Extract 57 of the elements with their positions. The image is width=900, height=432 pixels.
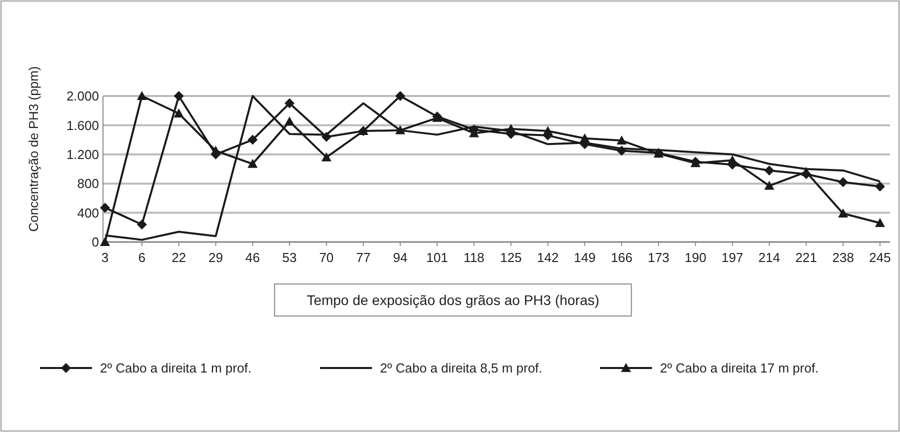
x-tick-label: 214 [758, 250, 780, 265]
legend-label: 2º Cabo a direita 8,5 m prof. [380, 360, 542, 376]
x-tick-label: 3 [101, 250, 109, 265]
x-tick-label: 118 [464, 250, 484, 265]
point [838, 177, 848, 188]
x-axis-title: Tempo de exposição dos grãos ao PH3 (horas) [306, 292, 600, 308]
point [210, 146, 221, 155]
point [395, 91, 406, 101]
point [506, 124, 516, 133]
x-tick-label: 149 [574, 250, 596, 265]
point [100, 237, 110, 246]
x-tick-label: 101 [426, 250, 448, 265]
point [248, 134, 258, 145]
x-tick-label: 197 [722, 250, 744, 265]
x-tick-label: 173 [648, 250, 670, 265]
legend-label: 2º Cabo a direita 1 m prof. [100, 360, 252, 376]
y-tick-label: 1.600 [66, 118, 99, 133]
point [136, 91, 147, 100]
point [764, 180, 774, 190]
x-tick-label: 29 [208, 250, 223, 265]
point [875, 218, 885, 228]
y-tick-label: 2.000 [66, 88, 99, 104]
point [580, 133, 590, 142]
x-tick-label: 46 [245, 250, 260, 265]
x-tick-label: 53 [282, 250, 297, 265]
y-tick-label: 400 [77, 205, 99, 220]
x-tick-label: 245 [869, 250, 891, 265]
point [284, 116, 295, 126]
point [616, 136, 627, 145]
y-tick-label: 1.200 [66, 146, 99, 162]
point [875, 182, 885, 192]
point [136, 219, 147, 230]
point [321, 152, 332, 162]
x-tick-label: 238 [832, 250, 854, 265]
x-tick-label: 142 [537, 250, 559, 265]
y-tick-label: 800 [77, 176, 99, 192]
point [542, 126, 553, 136]
legend-label: 2º Cabo a direita 17 m prof. [660, 360, 819, 376]
point [727, 155, 738, 164]
y-axis-title: Concentração de PH3 (ppm) [26, 66, 41, 232]
x-tick-label: 77 [356, 250, 371, 265]
x-tick-label: 221 [795, 250, 818, 265]
x-tick-label: 190 [684, 250, 706, 265]
point [764, 165, 774, 176]
point [248, 158, 258, 168]
point [100, 202, 110, 213]
x-tick-label: 125 [500, 250, 522, 265]
point [838, 208, 848, 218]
x-tick-label: 6 [138, 250, 146, 265]
x-tick-label: 22 [172, 250, 186, 265]
x-tick-label: 166 [610, 250, 633, 265]
x-tick-label: 70 [319, 250, 334, 265]
point [174, 108, 184, 118]
point [174, 91, 184, 101]
y-tick-label: 0 [92, 234, 99, 250]
point [284, 98, 295, 108]
x-tick-label: 94 [393, 250, 408, 265]
